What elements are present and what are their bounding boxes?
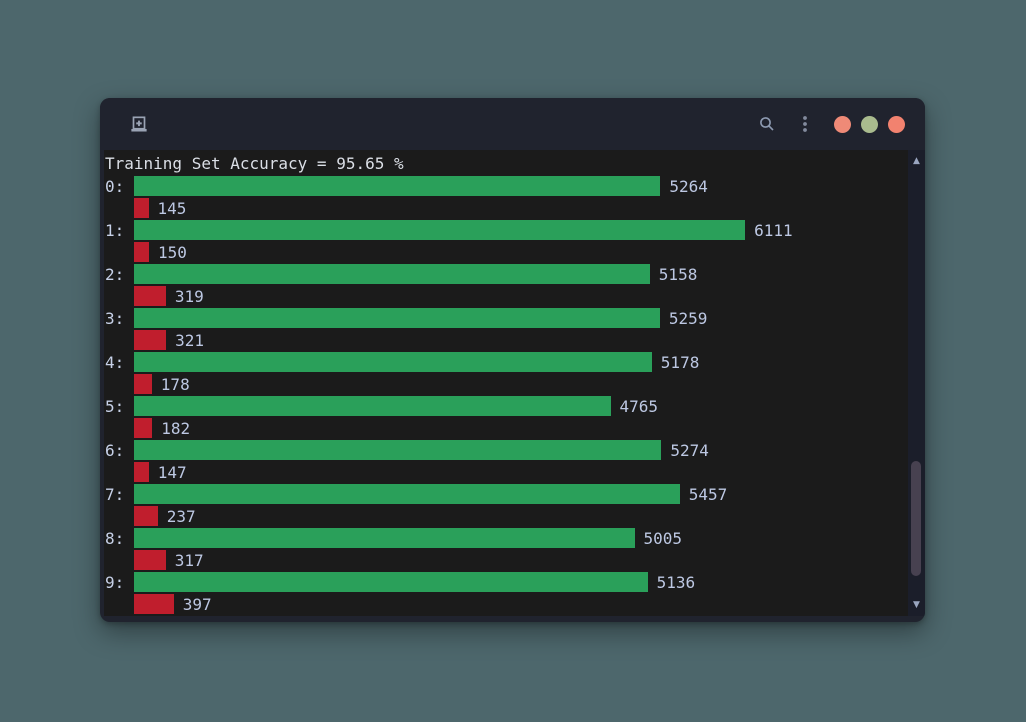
correct-bar-row: 4: 5178 bbox=[105, 352, 908, 374]
new-tab-icon[interactable] bbox=[130, 115, 148, 133]
bar-value: 182 bbox=[161, 419, 191, 438]
errors-bar-row: 178 bbox=[105, 374, 908, 396]
errors-bar bbox=[134, 594, 174, 614]
errors-bar-row: 147 bbox=[105, 462, 908, 484]
bar-value: 147 bbox=[157, 463, 187, 482]
errors-bar-row: 237 bbox=[105, 506, 908, 528]
errors-bar bbox=[134, 286, 166, 306]
bar-value: 150 bbox=[158, 243, 187, 262]
bar-chart-rows: 0: 5264 145 1: 6111 150 2: 5158 319 3: 5259 321 4: 51… bbox=[105, 176, 908, 616]
errors-bar-row: 319 bbox=[105, 286, 908, 308]
bar-value: 5264 bbox=[669, 177, 708, 196]
close-button[interactable] bbox=[888, 115, 905, 133]
correct-bar bbox=[134, 528, 635, 548]
search-icon[interactable] bbox=[758, 115, 776, 133]
bar-value: 5005 bbox=[643, 529, 683, 548]
row-label: 4: bbox=[105, 353, 125, 372]
correct-bar bbox=[134, 352, 652, 372]
correct-bar-row: 2: 5158 bbox=[105, 264, 908, 286]
bar-value: 4765 bbox=[619, 397, 659, 416]
row-label: 2: bbox=[105, 265, 125, 284]
kebab-menu-icon[interactable] bbox=[802, 115, 808, 133]
row-label: 0: bbox=[105, 177, 125, 196]
errors-bar-row: 397 bbox=[105, 594, 908, 616]
correct-bar-row: 6: 5274 bbox=[105, 440, 908, 462]
row-label: 5: bbox=[105, 397, 125, 416]
correct-bar-row: 3: 5259 bbox=[105, 308, 908, 330]
terminal-output[interactable]: Training Set Accuracy = 95.65 % 0: 5264 14… bbox=[104, 150, 908, 616]
row-label: 3: bbox=[105, 309, 125, 328]
errors-bar bbox=[134, 462, 149, 482]
bar-value: 5158 bbox=[658, 265, 698, 284]
errors-bar-row: 150 bbox=[105, 242, 908, 264]
errors-bar bbox=[134, 418, 153, 438]
correct-bar-row: 7: 5457 bbox=[105, 484, 908, 506]
errors-bar-row: 145 bbox=[105, 198, 908, 220]
bar-value: 397 bbox=[182, 595, 212, 614]
accuracy-title: Training Set Accuracy = 95.65 % bbox=[105, 154, 404, 173]
row-label: 1: bbox=[105, 221, 125, 240]
bar-value: 178 bbox=[160, 375, 190, 394]
correct-bar bbox=[134, 572, 648, 592]
minimize-button[interactable] bbox=[834, 115, 851, 133]
errors-bar bbox=[134, 330, 167, 350]
titlebar[interactable] bbox=[100, 98, 925, 150]
bar-value: 5178 bbox=[660, 353, 700, 372]
bar-value: 317 bbox=[174, 551, 204, 570]
errors-bar-row: 182 bbox=[105, 418, 908, 440]
bar-value: 5136 bbox=[656, 573, 696, 592]
correct-bar-row: 0: 5264 bbox=[105, 176, 908, 198]
correct-bar bbox=[134, 396, 611, 416]
correct-bar-row: 1: 6111 bbox=[105, 220, 908, 242]
maximize-button[interactable] bbox=[861, 115, 878, 133]
errors-bar-row: 317 bbox=[105, 550, 908, 572]
bar-value: 5457 bbox=[688, 485, 728, 504]
correct-bar bbox=[134, 264, 650, 284]
bar-value: 6111 bbox=[754, 221, 793, 240]
terminal-window: Training Set Accuracy = 95.65 % 0: 5264 14… bbox=[100, 98, 925, 622]
scrollbar[interactable]: ▲ ▼ bbox=[908, 150, 925, 616]
window-controls bbox=[834, 115, 905, 133]
errors-bar-row: 321 bbox=[105, 330, 908, 352]
correct-bar-row: 9: 5136 bbox=[105, 572, 908, 594]
correct-bar bbox=[134, 308, 660, 328]
correct-bar bbox=[134, 484, 680, 504]
correct-bar-row: 8: 5005 bbox=[105, 528, 908, 550]
row-label: 8: bbox=[105, 529, 125, 548]
row-label: 7: bbox=[105, 485, 125, 504]
bar-value: 237 bbox=[166, 507, 196, 526]
errors-bar bbox=[134, 550, 166, 570]
bar-value: 319 bbox=[174, 287, 204, 306]
errors-bar bbox=[134, 374, 152, 394]
bar-value: 321 bbox=[175, 331, 204, 350]
correct-bar bbox=[134, 176, 661, 196]
bar-value: 5259 bbox=[668, 309, 708, 328]
row-label: 9: bbox=[105, 573, 125, 592]
scroll-down-icon[interactable]: ▼ bbox=[913, 600, 920, 610]
errors-bar bbox=[134, 198, 149, 218]
bar-value: 5274 bbox=[670, 441, 709, 460]
correct-bar-row: 5: 4765 bbox=[105, 396, 908, 418]
row-label: 6: bbox=[105, 441, 125, 460]
errors-bar bbox=[134, 242, 149, 262]
correct-bar bbox=[134, 220, 746, 240]
scroll-up-icon[interactable]: ▲ bbox=[913, 156, 920, 166]
correct-bar bbox=[134, 440, 662, 460]
errors-bar bbox=[134, 506, 158, 526]
scrollbar-thumb[interactable] bbox=[911, 461, 921, 576]
bar-value: 145 bbox=[157, 199, 187, 218]
